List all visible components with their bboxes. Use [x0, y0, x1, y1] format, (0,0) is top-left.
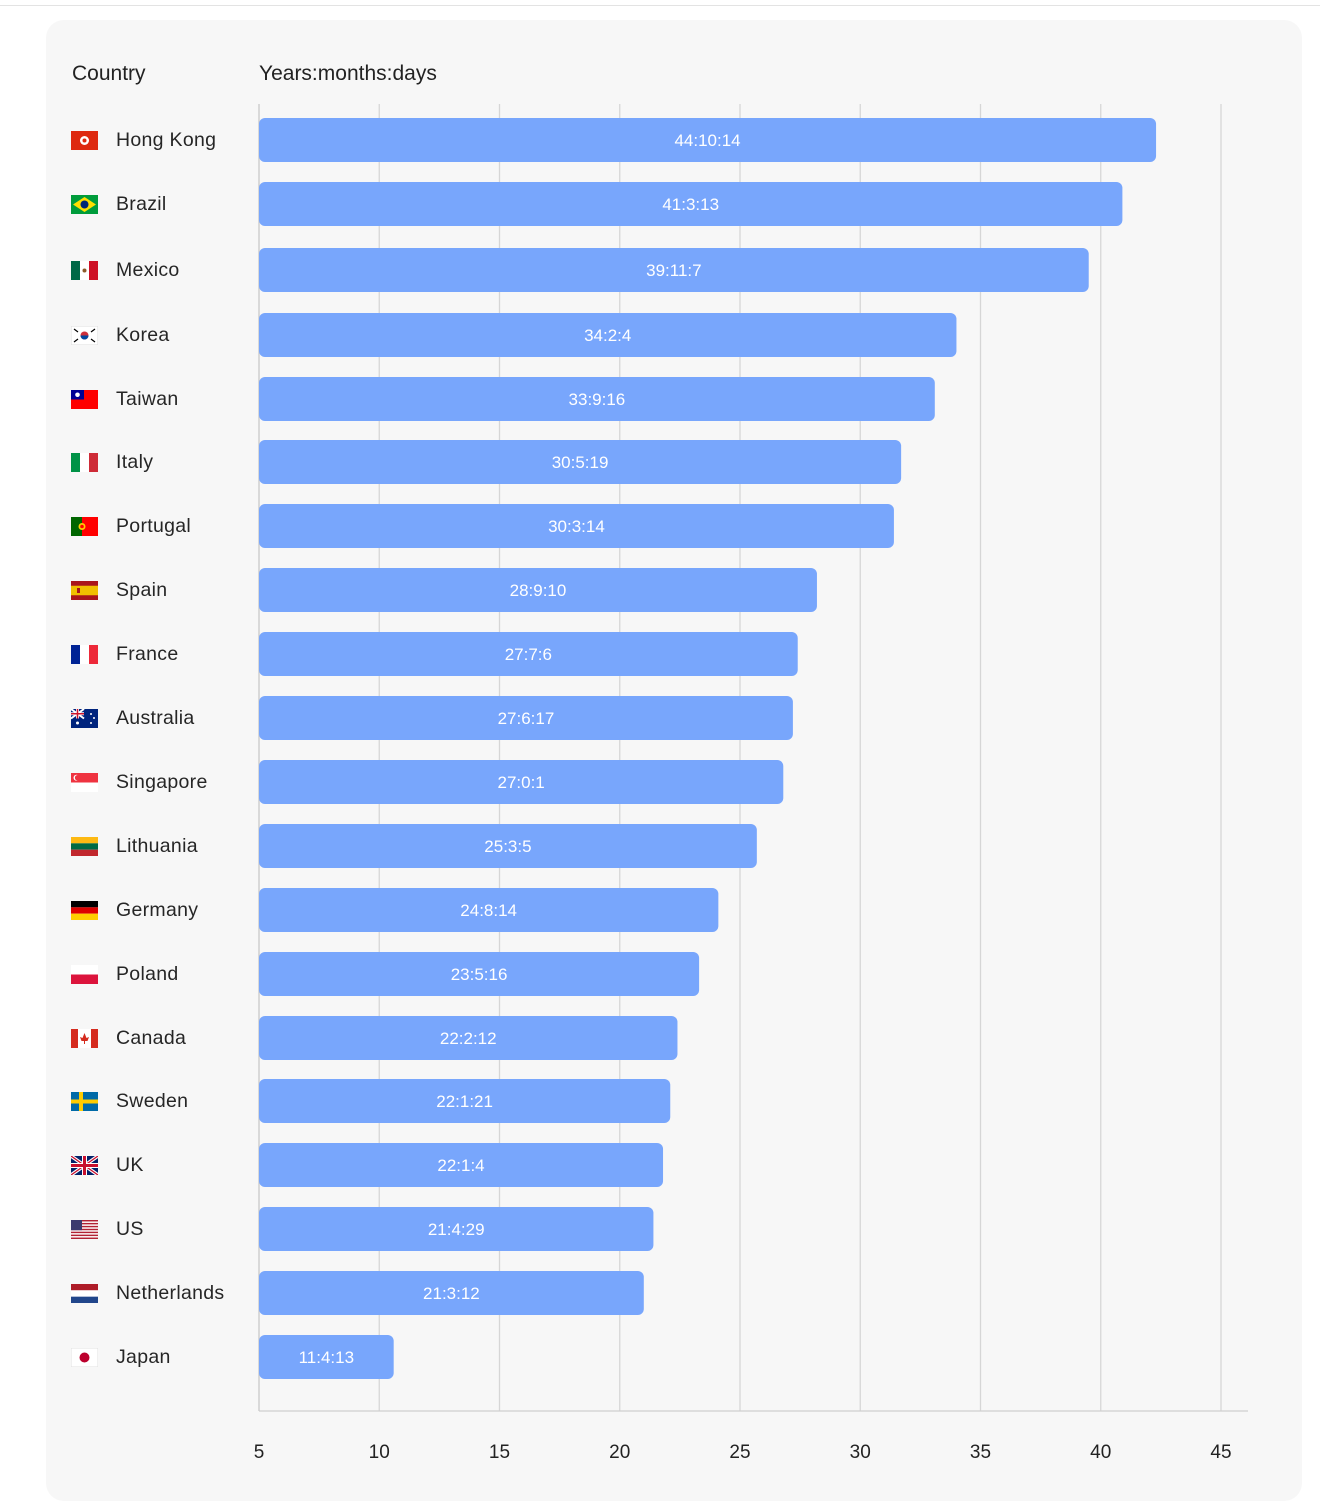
- country-label: Italy: [116, 451, 154, 473]
- italy-flag-icon: [71, 452, 98, 472]
- country-label: Australia: [116, 707, 195, 729]
- x-tick-label: 30: [850, 1442, 871, 1463]
- country-label: Poland: [116, 963, 179, 985]
- bar-portugal: [259, 504, 894, 548]
- poland-flag-icon: [71, 964, 98, 984]
- bar-value-label: 11:4:13: [299, 1348, 354, 1367]
- x-tick-label: 35: [970, 1442, 991, 1463]
- country-label: Canada: [116, 1027, 187, 1049]
- bar-value-label: 23:5:16: [451, 965, 508, 984]
- canada-flag-icon: [71, 1028, 98, 1048]
- country-label: France: [116, 643, 179, 665]
- country-label: Singapore: [116, 771, 208, 793]
- australia-flag-icon: [71, 708, 98, 728]
- country-label: Netherlands: [116, 1282, 225, 1304]
- x-tick-label: 25: [729, 1442, 750, 1463]
- korea-flag-icon: [71, 325, 98, 345]
- country-column-header: Country: [72, 62, 146, 85]
- bar-netherlands: [259, 1271, 644, 1315]
- lithuania-flag-icon: [71, 836, 98, 856]
- bar-value-label: 33:9:16: [569, 390, 626, 409]
- country-label: Brazil: [116, 193, 167, 215]
- singapore-flag-icon: [71, 772, 98, 792]
- bar-value-label: 27:6:17: [498, 709, 555, 728]
- bar-value-label: 30:5:19: [552, 453, 609, 472]
- value-column-header: Years:months:days: [259, 62, 437, 85]
- top-divider: [0, 5, 1320, 6]
- bar-value-label: 30:3:14: [548, 517, 605, 536]
- x-tick-label: 15: [489, 1442, 510, 1463]
- country-label: Lithuania: [116, 835, 198, 857]
- bar-brazil: [259, 182, 1123, 226]
- hong-kong-flag-icon: [71, 130, 98, 150]
- france-flag-icon: [71, 644, 98, 664]
- brazil-flag-icon: [71, 194, 98, 214]
- country-label: Japan: [116, 1346, 171, 1368]
- bar-value-label: 44:10:14: [674, 131, 740, 150]
- bar-value-label: 22:2:12: [440, 1029, 497, 1048]
- x-tick-label: 5: [254, 1442, 265, 1463]
- x-tick-label: 45: [1210, 1442, 1231, 1463]
- bar-japan: [259, 1335, 394, 1379]
- bar-italy: [259, 440, 902, 484]
- country-label: Mexico: [116, 259, 180, 281]
- bar-value-label: 41:3:13: [662, 195, 719, 214]
- bar-sweden: [259, 1079, 671, 1123]
- taiwan-flag-icon: [71, 389, 98, 409]
- bar-poland: [259, 952, 700, 996]
- country-label: Korea: [116, 324, 170, 346]
- mexico-flag-icon: [71, 260, 98, 280]
- country-label: Portugal: [116, 515, 192, 537]
- bar-uk: [259, 1143, 664, 1187]
- bar-value-label: 39:11:7: [646, 261, 701, 280]
- us-flag-icon: [71, 1219, 98, 1239]
- sweden-flag-icon: [71, 1091, 98, 1111]
- bar-france: [259, 632, 798, 676]
- x-tick-label: 10: [369, 1442, 390, 1463]
- bar-value-label: 34:2:4: [584, 326, 631, 345]
- x-tick-label: 40: [1090, 1442, 1111, 1463]
- country-label: Sweden: [116, 1090, 189, 1112]
- bar-value-label: 25:3:5: [484, 837, 531, 856]
- bar-value-label: 21:4:29: [428, 1220, 485, 1239]
- x-tick-label: 20: [609, 1442, 630, 1463]
- country-label: Germany: [116, 899, 199, 921]
- bar-germany: [259, 888, 719, 932]
- country-label: US: [116, 1218, 144, 1240]
- bar-value-label: 21:3:12: [423, 1284, 480, 1303]
- bar-value-label: 24:8:14: [460, 901, 517, 920]
- bar-spain: [259, 568, 817, 612]
- bar-australia: [259, 696, 793, 740]
- uk-flag-icon: [71, 1155, 98, 1175]
- japan-flag-icon: [71, 1347, 98, 1367]
- germany-flag-icon: [71, 900, 98, 920]
- country-label: Taiwan: [116, 388, 179, 410]
- bar-hong-kong: [259, 118, 1157, 162]
- bar-value-label: 22:1:4: [437, 1156, 484, 1175]
- country-label: UK: [116, 1154, 144, 1176]
- bar-value-label: 28:9:10: [510, 581, 567, 600]
- bar-us: [259, 1207, 654, 1251]
- spain-flag-icon: [71, 580, 98, 600]
- bar-value-label: 27:7:6: [505, 645, 552, 664]
- bar-taiwan: [259, 377, 935, 421]
- bar-mexico: [259, 248, 1089, 292]
- country-label: Hong Kong: [116, 129, 217, 151]
- portugal-flag-icon: [71, 516, 98, 536]
- bar-singapore: [259, 760, 784, 804]
- netherlands-flag-icon: [71, 1283, 98, 1303]
- bar-korea: [259, 313, 957, 357]
- bar-canada: [259, 1016, 678, 1060]
- bar-value-label: 27:0:1: [498, 773, 545, 792]
- bar-value-label: 22:1:21: [436, 1092, 493, 1111]
- bar-lithuania: [259, 824, 757, 868]
- country-label: Spain: [116, 579, 168, 601]
